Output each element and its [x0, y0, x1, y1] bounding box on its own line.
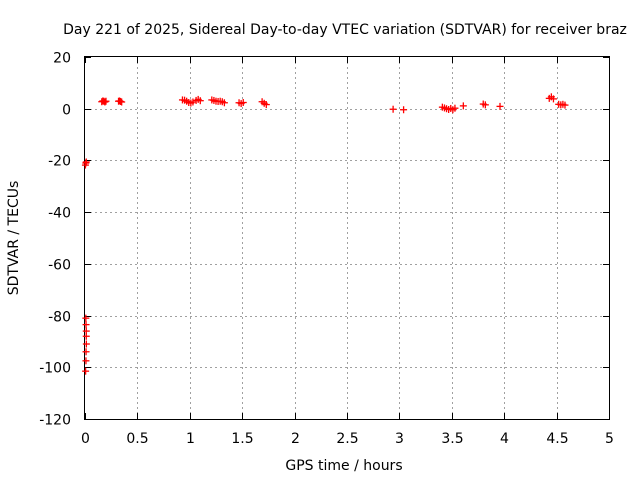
y-tick-label: -120: [39, 413, 71, 429]
y-tick-labels: 20 0 -20 -40 -60 -80 -100 -120: [39, 51, 71, 429]
data-point: [118, 98, 126, 106]
x-tick-label: 2: [291, 431, 300, 447]
x-tick-label: 5: [605, 431, 614, 447]
grid-lines: [85, 57, 609, 419]
data-point: [102, 97, 110, 105]
data-point: [189, 98, 197, 106]
data-point: [82, 348, 90, 356]
x-tick-labels: 0 0.5 1 1.5 2 2.5 3 3.5 4 4.5 5: [81, 431, 614, 447]
data-point: [82, 340, 90, 348]
data-point: [451, 104, 459, 112]
data-point: [481, 101, 489, 109]
chart-title: Day 221 of 2025, Sidereal Day-to-day VTE…: [63, 22, 627, 38]
x-axis-label: GPS time / hours: [285, 458, 402, 474]
data-point: [400, 106, 408, 114]
data-points: [81, 93, 569, 375]
y-axis-label: SDTVAR / TECUs: [6, 181, 22, 296]
data-point: [82, 314, 90, 322]
data-point: [496, 102, 504, 110]
data-point: [220, 99, 228, 107]
data-point: [561, 101, 569, 109]
data-point: [82, 321, 90, 329]
x-tick-label: 4: [500, 431, 509, 447]
x-tick-label: 3: [395, 431, 404, 447]
y-tick-label: 20: [53, 51, 71, 67]
y-tick-label: -100: [39, 361, 71, 377]
x-tick-label: 1.5: [231, 431, 253, 447]
y-tick-label: 0: [62, 103, 71, 119]
data-point: [196, 97, 204, 105]
data-point: [262, 101, 270, 109]
data-point: [239, 99, 247, 107]
y-tick-label: -60: [48, 258, 71, 274]
data-point: [389, 105, 397, 113]
data-point: [549, 95, 557, 103]
data-point: [101, 98, 109, 106]
plot-area-frame: [84, 56, 610, 420]
data-point: [82, 332, 90, 340]
x-tick-label: 1: [186, 431, 195, 447]
x-tick-label: 0.5: [126, 431, 148, 447]
data-point: [82, 367, 90, 375]
y-tick-label: -20: [48, 154, 71, 170]
y-tick-label: -80: [48, 310, 71, 326]
data-point: [459, 102, 467, 110]
x-tick-label: 3.5: [441, 431, 463, 447]
x-tick-label: 2.5: [336, 431, 358, 447]
data-point: [82, 158, 90, 166]
y-tick-label: -40: [48, 206, 71, 222]
x-tick-label: 0: [81, 431, 90, 447]
x-tick-label: 4.5: [546, 431, 568, 447]
data-point: [82, 357, 90, 365]
